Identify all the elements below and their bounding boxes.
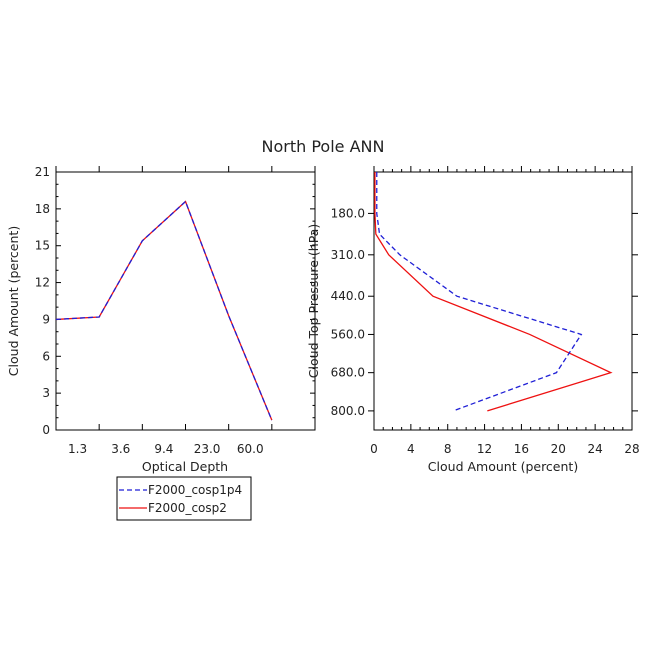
right-x-tick-label: 16 [514, 442, 529, 456]
left-y-tick-label: 0 [42, 423, 50, 437]
left-y-axis-label: Cloud Amount (percent) [6, 226, 21, 376]
right-y-tick-label: 800.0 [331, 404, 365, 418]
left-y-tick-label: 3 [42, 386, 50, 400]
right-x-tick-label: 12 [477, 442, 492, 456]
left-x-tick-label: 9.4 [154, 442, 173, 456]
left-y-tick-label: 6 [42, 349, 50, 363]
left-x-tick-label: 60.0 [237, 442, 264, 456]
left-y-tick-label: 21 [35, 165, 50, 179]
right-x-tick-label: 4 [407, 442, 415, 456]
right-x-tick-label: 24 [588, 442, 603, 456]
left-y-tick-label: 15 [35, 239, 50, 253]
right-y-axis-label: Cloud Top Pressure (hPa) [306, 224, 321, 378]
left-y-tick-label: 18 [35, 202, 50, 216]
right-x-tick-label: 8 [444, 442, 452, 456]
left-x-tick-label: 1.3 [68, 442, 87, 456]
left-y-tick-label: 12 [35, 276, 50, 290]
right-plot-frame [373, 171, 633, 431]
left-x-tick-label: 3.6 [111, 442, 130, 456]
left-y-tick-label: 9 [42, 312, 50, 326]
right-y-tick-label: 680.0 [331, 366, 365, 380]
left-series-F2000_cosp2 [55, 200, 273, 421]
legend-box [116, 476, 252, 521]
right-y-tick-label: 440.0 [331, 289, 365, 303]
right-series-F2000_cosp1p4 [376, 172, 583, 412]
right-x-tick-label: 28 [624, 442, 639, 456]
left-series-F2000_cosp1p4 [55, 200, 273, 421]
right-y-tick-label: 310.0 [331, 248, 365, 262]
right-y-tick-label: 180.0 [331, 206, 365, 220]
figure-title: North Pole ANN [262, 137, 385, 156]
left-plot-frame [55, 171, 316, 431]
left-x-axis-label: Optical Depth [142, 459, 228, 474]
legend-label-cosp1p4: F2000_cosp1p4 [148, 483, 242, 497]
right-x-tick-label: 0 [370, 442, 378, 456]
right-x-tick-label: 20 [551, 442, 566, 456]
right-y-tick-label: 560.0 [331, 327, 365, 341]
legend-label-cosp2: F2000_cosp2 [148, 501, 227, 515]
right-series-F2000_cosp2 [374, 172, 613, 412]
right-x-axis-label: Cloud Amount (percent) [428, 459, 578, 474]
optical-depth-panel: 0 3 6 9 12 15 18 21 1.3 3.6 9.4 23.0 60.0 Optical De… [6, 165, 316, 474]
legend: F2000_cosp1p4 F2000_cosp2 [116, 476, 252, 521]
left-x-tick-label: 23.0 [194, 442, 221, 456]
cloud-top-pressure-panel: 0 4 8 12 16 20 24 28 180.0 310.0 440.0 560.0 680.0 80… [306, 166, 640, 474]
